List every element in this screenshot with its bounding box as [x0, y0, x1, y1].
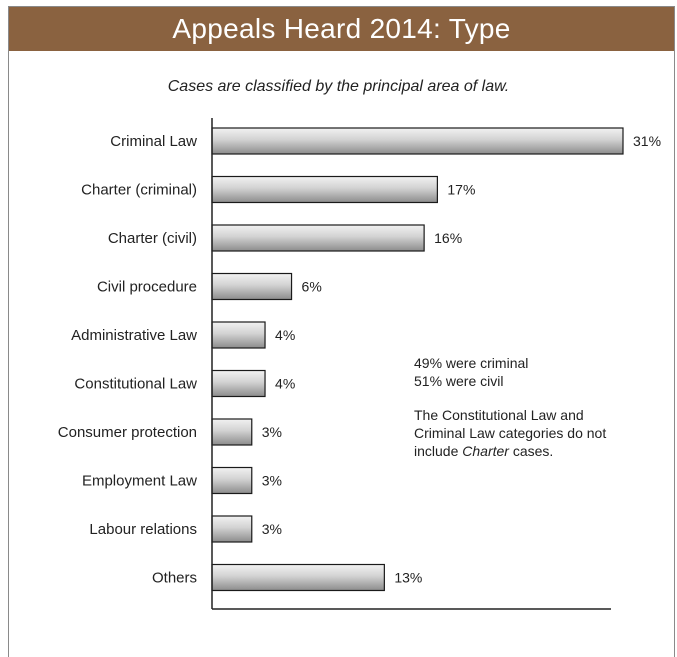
note-text-pre: include [414, 443, 463, 459]
category-label-labour-relations: Labour relations [89, 521, 197, 538]
category-label-civil-procedure: Civil procedure [97, 279, 197, 296]
bar-employment-law [211, 466, 253, 495]
chart-subtitle: Cases are classified by the principal ar… [167, 78, 510, 95]
note-civil: 51% were civil [414, 373, 504, 389]
category-label-charter-civil: Charter (civil) [108, 230, 197, 247]
bar-charter-criminal [211, 175, 438, 204]
chart-title: Appeals Heard 2014: Type [9, 7, 674, 51]
note-criminal: 49% were criminal [414, 355, 529, 371]
value-label-criminal-law: 31% [633, 133, 661, 149]
chart-frame [8, 6, 675, 657]
category-label-consumer-protection: Consumer protection [58, 424, 197, 441]
value-label-employment-law: 3% [262, 473, 282, 489]
value-label-charter-criminal: 17% [447, 182, 475, 198]
notes-box: 49% were criminal 51% were civil The Con… [414, 354, 664, 460]
bar-labour-relations [211, 515, 253, 543]
note-definition-2: Criminal Law categories do not [414, 425, 607, 441]
bar-criminal-law [211, 127, 624, 155]
value-label-constitutional-law: 4% [275, 376, 295, 392]
bar-constitutional-law [211, 369, 266, 398]
category-label-administrative-law: Administrative Law [71, 327, 197, 344]
bar-administrative-law [211, 321, 266, 349]
value-label-labour-relations: 3% [262, 521, 282, 537]
value-label-administrative-law: 4% [275, 327, 295, 343]
bar-civil-procedure [211, 272, 293, 301]
value-label-charter-civil: 16% [434, 230, 462, 246]
bar-consumer-protection [211, 418, 253, 446]
category-label-criminal-law: Criminal Law [110, 133, 197, 150]
value-label-consumer-protection: 3% [262, 424, 282, 440]
note-text-em: Charter [462, 443, 509, 459]
bars-layer: Criminal Law 31% Charter (criminal) 17% Char… [58, 127, 661, 592]
note-text-post: cases. [508, 443, 554, 459]
bar-others [211, 563, 385, 592]
value-label-civil-procedure: 6% [302, 279, 322, 295]
category-label-employment-law: Employment Law [82, 473, 197, 490]
note-definition-3: include Charter cases. [414, 442, 664, 460]
bar-charter-civil [211, 224, 425, 252]
note-definition-1: The Constitutional Law and [414, 407, 584, 423]
value-label-others: 13% [394, 570, 422, 586]
category-label-others: Others [152, 570, 197, 587]
category-label-charter-criminal: Charter (criminal) [81, 182, 197, 199]
category-label-constitutional-law: Constitutional Law [74, 376, 197, 393]
